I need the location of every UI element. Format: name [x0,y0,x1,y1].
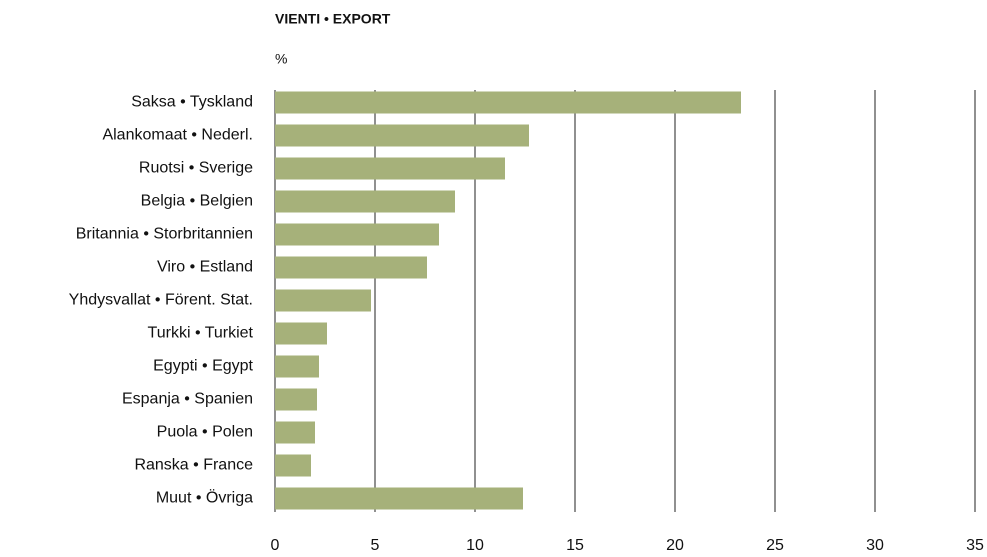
y-tick-label: Britannia • Storbritannien [76,226,253,243]
axis-unit: % [275,51,287,67]
chart-title: VIENTI • EXPORT [275,11,391,27]
y-tick-label: Alankomaat • Nederl. [102,127,253,144]
x-tick-label: 35 [966,537,984,554]
bar [275,124,529,147]
bar [275,91,741,114]
y-tick-label: Yhdysvallat • Förent. Stat. [69,292,253,309]
bar [275,421,315,444]
bar [275,487,523,510]
x-tick-label: 25 [766,537,784,554]
y-tick-label: Ranska • France [134,457,253,474]
bar [275,223,439,246]
bar [275,190,455,213]
y-tick-label: Muut • Övriga [156,489,253,507]
bar [275,157,505,180]
x-tick-label: 0 [271,537,280,554]
y-tick-label: Viro • Estland [157,259,253,276]
y-tick-label: Ruotsi • Sverige [139,160,253,177]
bar [275,355,319,378]
bar [275,454,311,477]
x-tick-label: 5 [371,537,380,554]
x-tick-label: 20 [666,537,684,554]
y-tick-label: Egypti • Egypt [153,358,253,375]
bar [275,322,327,345]
x-tick-label: 30 [866,537,884,554]
y-tick-label: Espanja • Spanien [122,391,253,408]
bar [275,388,317,411]
bar [275,256,427,279]
x-tick-label: 15 [566,537,584,554]
bar [275,289,371,312]
y-tick-label: Saksa • Tyskland [131,94,253,111]
y-tick-label: Belgia • Belgien [141,193,253,210]
y-tick-label: Turkki • Turkiet [148,325,254,342]
y-tick-label: Puola • Polen [157,424,253,441]
x-tick-label: 10 [466,537,484,554]
